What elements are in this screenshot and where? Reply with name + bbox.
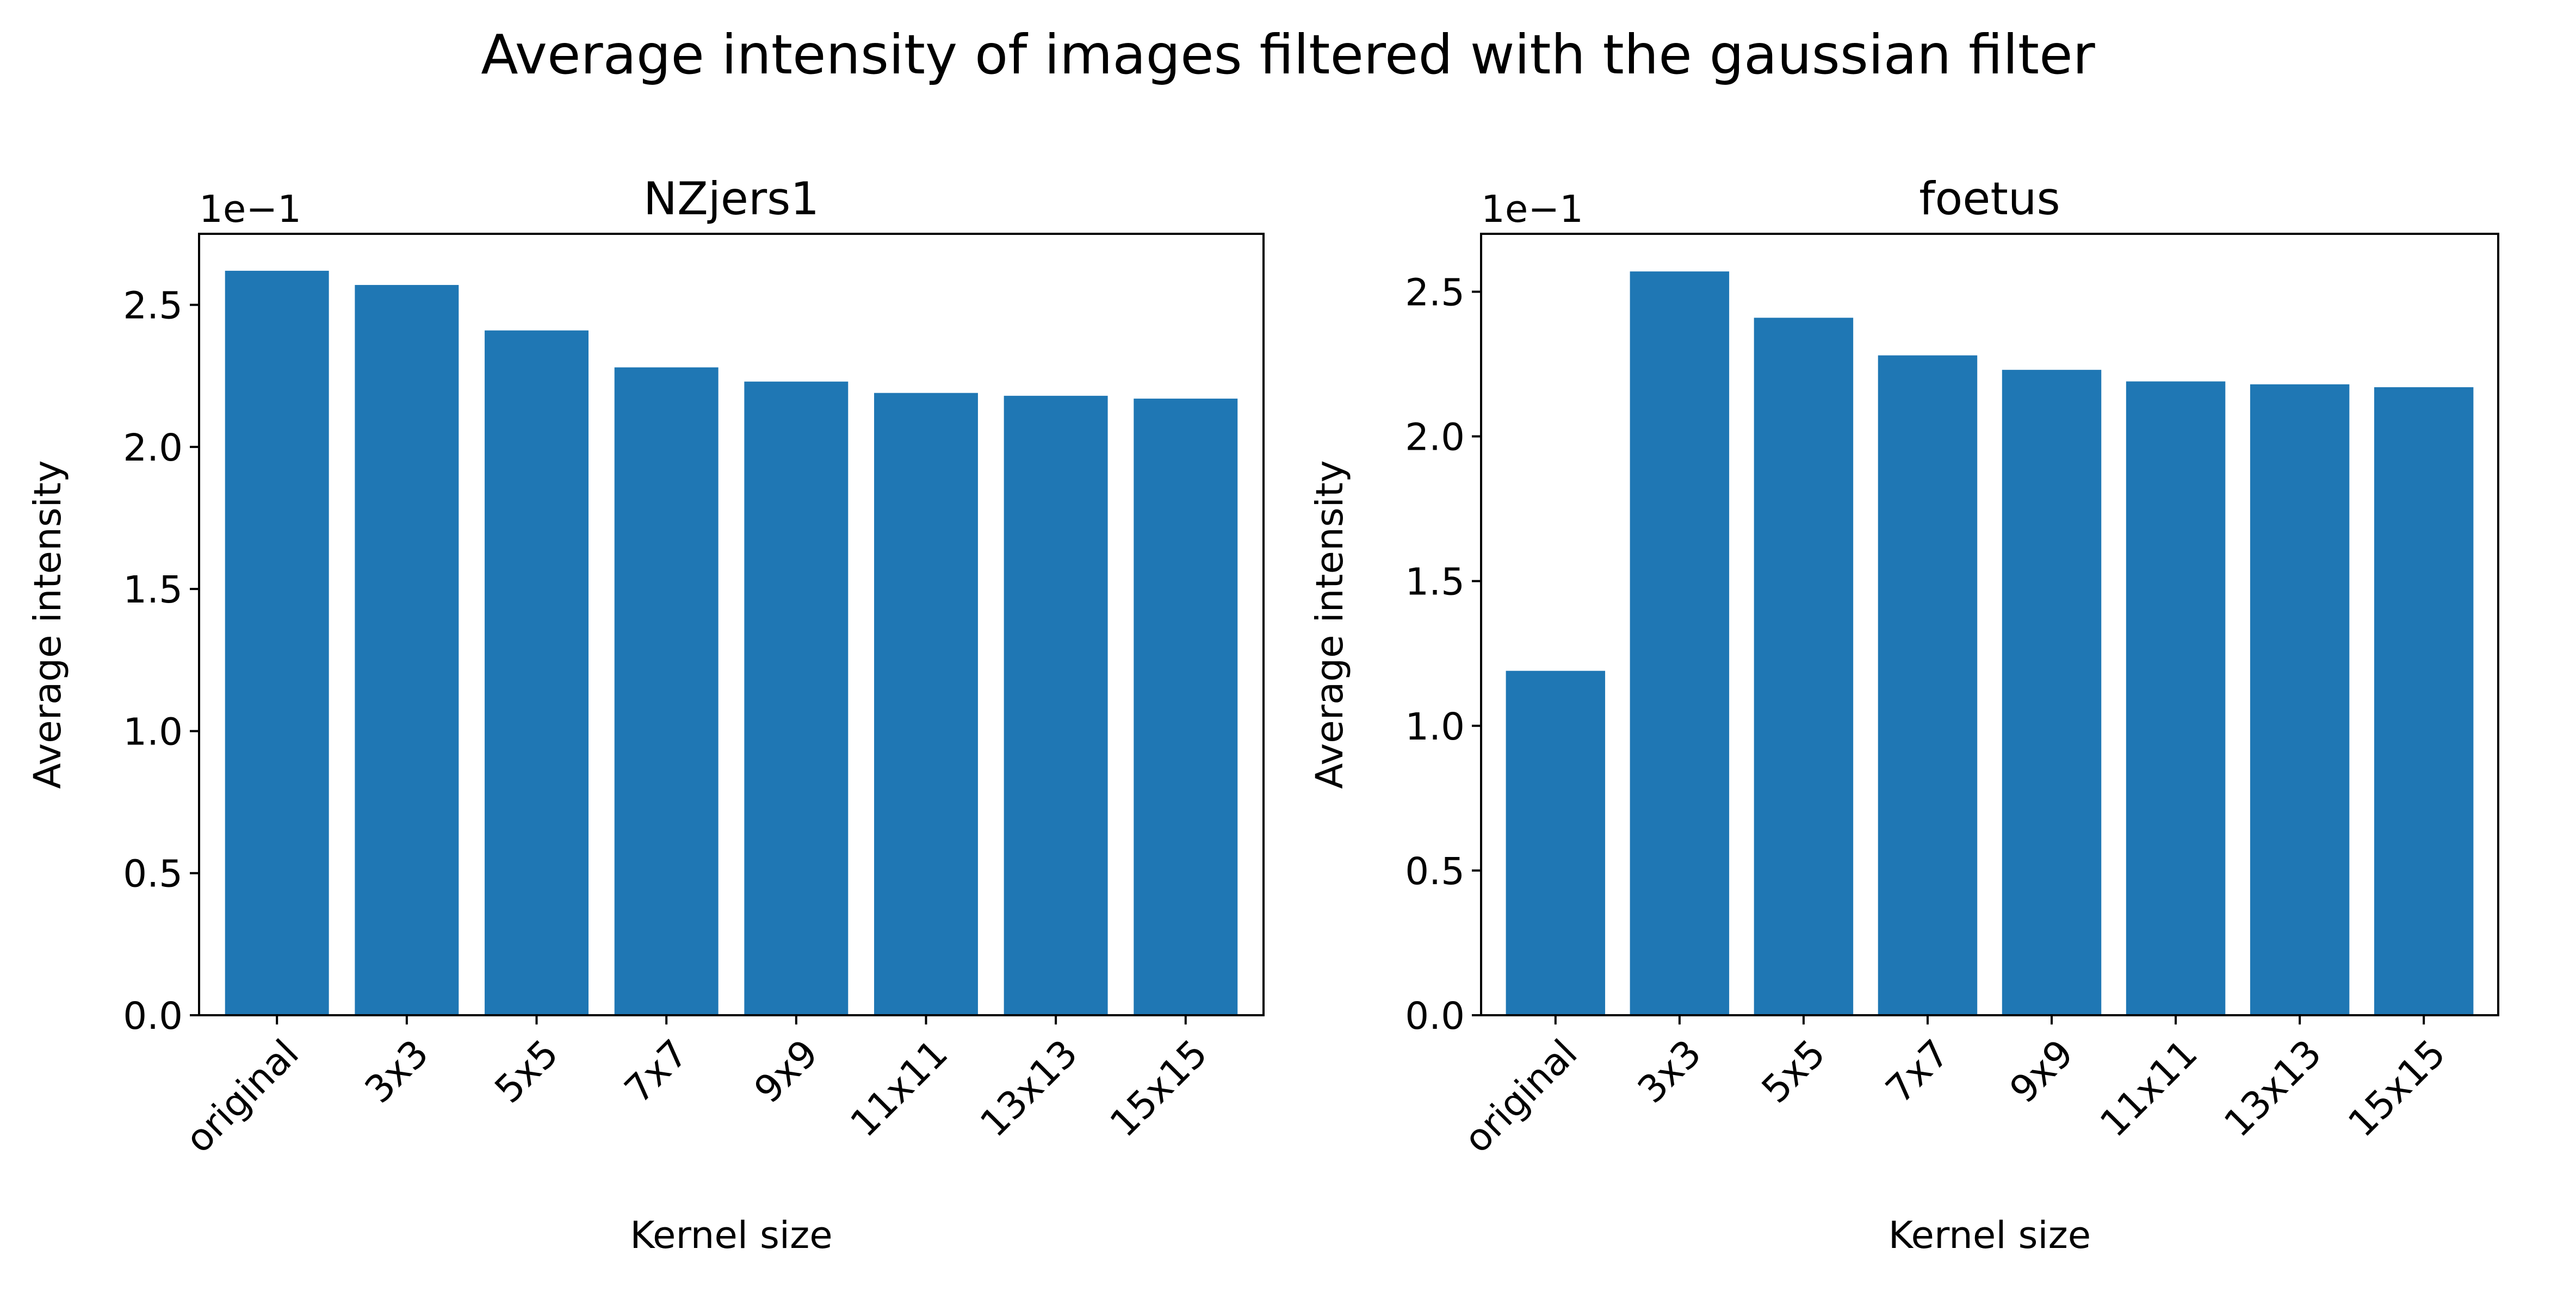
axes-title: foetus <box>1919 172 2060 225</box>
bar <box>1004 395 1108 1016</box>
y-axis-label: Average intensity <box>26 460 70 788</box>
y-axis-label: Average intensity <box>1308 460 1352 788</box>
y-tick-label: 0.0 <box>123 995 183 1038</box>
y-tick-label: 1.5 <box>123 568 183 612</box>
y-tick-label: 0.0 <box>1405 995 1465 1038</box>
bar <box>874 393 978 1015</box>
bar <box>2250 384 2350 1015</box>
y-tick-label: 2.0 <box>1405 416 1465 459</box>
bar <box>1134 399 1238 1015</box>
x-axis-label: Kernel size <box>630 1214 833 1257</box>
x-axis-label: Kernel size <box>1888 1214 2091 1257</box>
y-tick-label: 0.5 <box>123 853 183 896</box>
y-tick-label: 1.5 <box>1405 561 1465 604</box>
bar <box>2374 387 2474 1015</box>
y-tick-label: 2.5 <box>123 284 183 328</box>
bar <box>614 367 719 1015</box>
bar <box>485 330 589 1015</box>
bar <box>2126 381 2226 1015</box>
bar <box>1630 271 1730 1015</box>
axes-title: NZjers1 <box>643 172 819 225</box>
bar <box>744 381 849 1015</box>
y-tick-label: 1.0 <box>123 710 183 754</box>
axes-frame <box>1480 233 2499 1016</box>
bar <box>355 285 459 1016</box>
y-tick-label: 0.5 <box>1405 850 1465 893</box>
bar <box>1754 318 1854 1015</box>
y-offset-label: 1e−1 <box>1481 188 1583 231</box>
y-tick-label: 2.5 <box>1405 271 1465 314</box>
bar <box>1878 355 1978 1015</box>
axes-frame <box>198 233 1265 1016</box>
y-offset-label: 1e−1 <box>199 188 301 231</box>
bar <box>225 270 329 1015</box>
bar <box>2002 370 2102 1015</box>
y-tick-label: 1.0 <box>1405 705 1465 749</box>
bar <box>1506 670 1606 1015</box>
figure-title: Average intensity of images filtered wit… <box>481 23 2095 86</box>
y-tick-label: 2.0 <box>123 426 183 470</box>
